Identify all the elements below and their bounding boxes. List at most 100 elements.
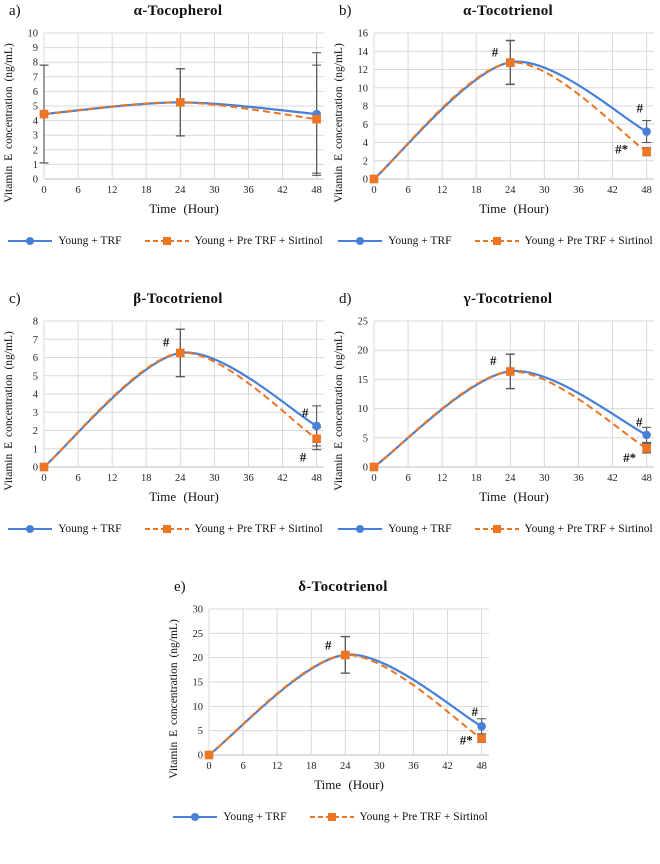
x-axis-tick-label: 18	[141, 185, 152, 196]
y-axis-tick-label: 20	[358, 346, 369, 357]
legend-marker-circle	[356, 525, 365, 533]
legend-swatch-series1-icon	[338, 237, 383, 245]
y-axis-tick-label: 12	[358, 65, 369, 76]
figure-row-3: e) δ-Tocotrienol 0 5 10 15 20 25 30 0 6 12 18 24 30 3…	[0, 576, 660, 864]
legend-label-young-pre-trf-sirtinol: Young + Pre TRF + Sirtinol	[194, 235, 323, 247]
y-axis-tick-label: 0	[363, 463, 368, 474]
significance-annotation: #	[163, 335, 170, 350]
legend-swatch-series1-icon	[338, 525, 383, 533]
x-axis-tick-label: 0	[41, 185, 46, 196]
x-axis-tick-label: 24	[175, 185, 186, 196]
x-axis-tick-label: 6	[75, 185, 80, 196]
legend-marker-square	[492, 237, 501, 245]
x-axis-label: Time (Hour)	[479, 201, 549, 216]
data-point-square-pre-trf-sirtinol	[39, 462, 49, 472]
legend-label-young-pre-trf-sirtinol: Young + Pre TRF + Sirtinol	[524, 523, 653, 535]
x-axis-tick-label: 36	[573, 185, 584, 196]
x-axis-tick-label: 36	[243, 473, 254, 484]
chart-title: β-Tocotrienol	[133, 291, 223, 307]
y-axis-tick-label: 8	[33, 58, 38, 69]
data-point-square-pre-trf-sirtinol	[341, 650, 350, 660]
y-axis-tick-label: 1	[33, 160, 38, 171]
significance-annotation: #*	[623, 450, 636, 465]
legend-marker-circle	[26, 237, 35, 245]
significance-annotation: #	[472, 704, 479, 719]
y-axis-tick-label: 20	[193, 653, 204, 664]
legend-item-young-pre-trf-sirtinol: Young + Pre TRF + Sirtinol	[144, 523, 323, 535]
x-axis-tick-label: 0	[206, 761, 211, 772]
legend-label-young-trf: Young + TRF	[388, 235, 452, 247]
panel-letter: e)	[174, 579, 186, 595]
chart-panel-a: a) α-Tocopherol 0 1 2 3 4 5 6 7 8 9 10 0 6 12 18 24 30 36…	[0, 0, 330, 288]
x-axis-tick-label: 42	[277, 473, 288, 484]
x-axis-tick-label: 48	[641, 473, 652, 484]
y-axis-tick-label: 0	[33, 463, 38, 474]
legend-swatch-series1-icon	[8, 525, 53, 533]
legend-marker-circle	[191, 813, 200, 821]
chart-title: α-Tocotrienol	[462, 3, 554, 19]
figure-row-1: a) α-Tocopherol 0 1 2 3 4 5 6 7 8 9 10 0 6 12 18 24 30 36…	[0, 0, 660, 288]
x-axis-tick-label: 18	[141, 473, 152, 484]
x-axis-tick-label: 48	[311, 185, 322, 196]
legend-swatch-series1-icon	[173, 813, 218, 821]
legend-label-young-pre-trf-sirtinol: Young + Pre TRF + Sirtinol	[524, 235, 653, 247]
panel-letter: a)	[9, 3, 21, 19]
x-axis-tick-label: 42	[607, 185, 618, 196]
significance-annotation: #	[325, 637, 332, 652]
x-axis-tick-label: 24	[505, 185, 516, 196]
y-axis-label: Vitamin E concentration (ng/mL)	[333, 331, 345, 491]
x-axis-tick-label: 30	[539, 185, 550, 196]
y-axis-tick-label: 10	[193, 702, 204, 713]
legend-label-young-trf: Young + TRF	[58, 523, 122, 535]
chart-title: γ-Tocotrienol	[463, 291, 553, 307]
panel-header: d) γ-Tocotrienol	[330, 288, 660, 313]
y-axis-tick-label: 25	[358, 317, 369, 328]
panel-header: b) α-Tocotrienol	[330, 0, 660, 25]
x-axis-tick-label: 36	[408, 761, 419, 772]
x-axis-tick-label: 12	[437, 185, 448, 196]
y-axis-tick-label: 8	[363, 102, 368, 113]
data-point-circle-young-trf	[477, 721, 486, 731]
chart-legend: Young + TRF Young + Pre TRF + Sirtinol	[165, 811, 495, 823]
x-axis-tick-label: 48	[476, 761, 487, 772]
y-axis-tick-label: 4	[33, 390, 39, 401]
panel-letter: d)	[339, 291, 352, 307]
y-axis-tick-label: 2	[363, 156, 368, 167]
legend-swatch-series2-icon	[474, 525, 519, 533]
y-axis-tick-label: 0	[198, 751, 203, 762]
figure-row-2: c) β-Tocotrienol 0 1 2 3 4 5 6 7 8 0 6 12 18 24 30 36 42…	[0, 288, 660, 576]
significance-annotation: #	[492, 45, 499, 60]
legend-marker-square	[162, 237, 171, 245]
legend-swatch-series2-icon	[309, 813, 354, 821]
data-point-circle-young-trf	[642, 127, 651, 136]
x-axis-tick-label: 12	[272, 761, 283, 772]
x-axis-tick-label: 24	[505, 473, 516, 484]
legend-swatch-series2-icon	[144, 525, 189, 533]
x-axis-label: Time (Hour)	[149, 489, 219, 504]
x-axis-tick-label: 48	[641, 185, 652, 196]
y-axis-tick-label: 4	[363, 138, 369, 149]
chart-legend: Young + TRF Young + Pre TRF + Sirtinol	[0, 523, 330, 535]
data-point-square-pre-trf-sirtinol	[312, 434, 321, 444]
legend-item-young-trf: Young + TRF	[7, 235, 122, 247]
x-axis-tick-label: 12	[107, 185, 118, 196]
x-axis-tick-label: 6	[75, 473, 80, 484]
y-axis-tick-label: 5	[33, 102, 38, 113]
legend-marker-square	[162, 525, 171, 533]
y-axis-tick-label: 6	[33, 353, 38, 364]
x-axis-tick-label: 48	[311, 473, 322, 484]
y-axis-tick-label: 5	[198, 726, 203, 737]
x-axis-tick-label: 0	[41, 473, 46, 484]
x-axis-tick-label: 18	[471, 185, 482, 196]
data-point-square-pre-trf-sirtinol	[477, 734, 486, 743]
x-axis-tick-label: 42	[277, 185, 288, 196]
y-axis-label: Vitamin E concentration (ng/mL)	[333, 43, 345, 203]
panel-header: c) β-Tocotrienol	[0, 288, 330, 313]
legend-item-young-pre-trf-sirtinol: Young + Pre TRF + Sirtinol	[474, 235, 653, 247]
x-axis-tick-label: 0	[371, 473, 376, 484]
legend-swatch-series2-icon	[144, 237, 189, 245]
y-axis-tick-label: 5	[363, 433, 368, 444]
chart-legend: Young + TRF Young + Pre TRF + Sirtinol	[330, 523, 660, 535]
data-point-square-pre-trf-sirtinol	[642, 147, 651, 156]
